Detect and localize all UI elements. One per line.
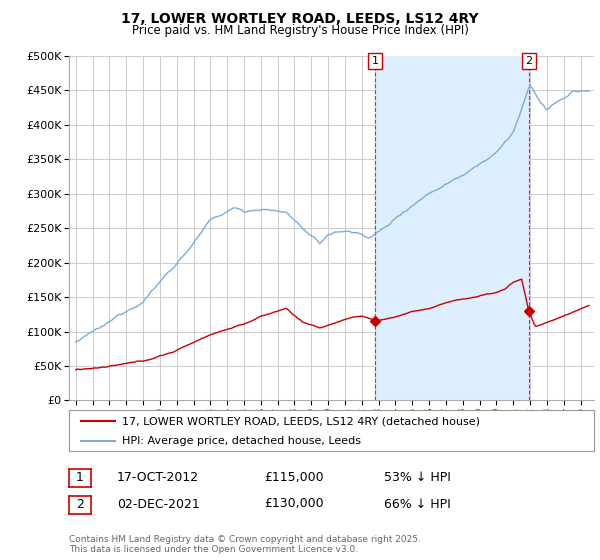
Text: 2: 2 [525,56,532,66]
Bar [375,56,529,400]
Text: 2: 2 [76,498,84,511]
Text: Contains HM Land Registry data © Crown copyright and database right 2025.
This d: Contains HM Land Registry data © Crown c… [69,535,421,554]
Text: 66% ↓ HPI: 66% ↓ HPI [384,497,451,511]
Text: 17, LOWER WORTLEY ROAD, LEEDS, LS12 4RY (detached house): 17, LOWER WORTLEY ROAD, LEEDS, LS12 4RY … [121,417,479,426]
Text: £130,000: £130,000 [264,497,323,511]
Text: 17, LOWER WORTLEY ROAD, LEEDS, LS12 4RY: 17, LOWER WORTLEY ROAD, LEEDS, LS12 4RY [121,12,479,26]
Text: 1: 1 [371,56,379,66]
Text: 53% ↓ HPI: 53% ↓ HPI [384,470,451,484]
Text: 17-OCT-2012: 17-OCT-2012 [117,470,199,484]
Text: 02-DEC-2021: 02-DEC-2021 [117,497,200,511]
Text: HPI: Average price, detached house, Leeds: HPI: Average price, detached house, Leed… [121,436,361,446]
Text: 1: 1 [76,472,84,484]
Text: Price paid vs. HM Land Registry's House Price Index (HPI): Price paid vs. HM Land Registry's House … [131,24,469,37]
Text: £115,000: £115,000 [264,470,323,484]
